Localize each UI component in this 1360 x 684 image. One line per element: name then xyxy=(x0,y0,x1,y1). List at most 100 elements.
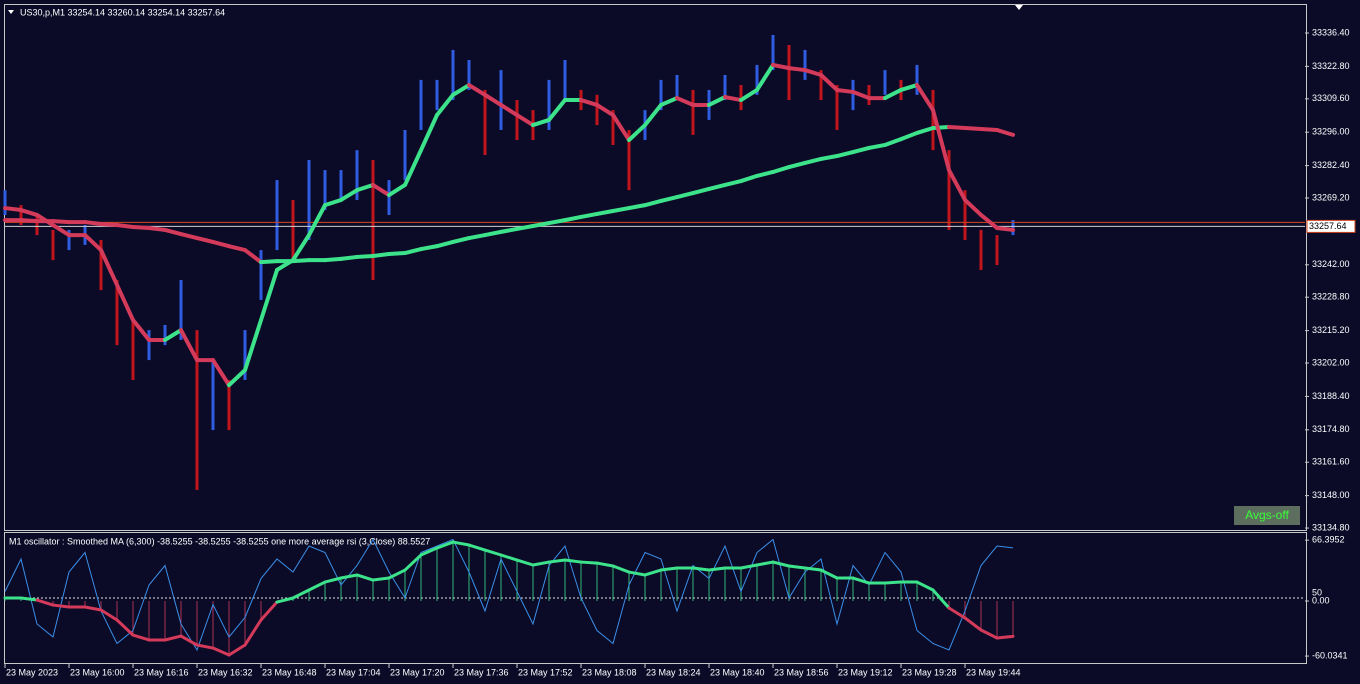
button-face[interactable] xyxy=(1234,506,1300,525)
smoothed-ma-segment xyxy=(819,568,839,580)
candle xyxy=(867,85,871,105)
candle xyxy=(787,45,791,101)
slow-ma-segment xyxy=(387,251,407,256)
smoothed-ma-segment xyxy=(435,540,455,550)
candle xyxy=(931,89,935,151)
x-tick-label: 23 May 17:52 xyxy=(518,667,573,677)
slow-ma-segment xyxy=(755,169,775,178)
slow-ma-segment xyxy=(867,142,887,150)
fast-ma-segment xyxy=(659,96,679,107)
slow-ma-segment xyxy=(163,227,183,237)
smoothed-ma-segment xyxy=(83,605,103,612)
y-tick-label: 33215.20 xyxy=(1312,325,1350,335)
fast-ma-segment xyxy=(931,108,951,173)
fast-ma-segment xyxy=(307,203,327,238)
x-tick-label: 23 May 16:16 xyxy=(134,667,189,677)
candle xyxy=(3,190,7,215)
y-tick-label: 33202.00 xyxy=(1312,357,1350,367)
slow-ma-segment xyxy=(483,229,503,238)
smoothed-ma-segment xyxy=(659,566,679,572)
smoothed-ma-segment xyxy=(323,576,343,584)
fast-ma-segment xyxy=(179,328,199,363)
smoothed-ma-segment xyxy=(755,560,775,567)
smoothed-ma-segment xyxy=(419,546,439,557)
x-tick-label: 23 May 18:24 xyxy=(646,667,701,677)
button-label[interactable]: Avgs-off xyxy=(1245,508,1289,522)
slow-ma-segment xyxy=(419,244,439,252)
fast-ma-segment xyxy=(595,102,615,118)
slow-ma-segment xyxy=(627,203,647,211)
candle xyxy=(1011,220,1015,236)
candle xyxy=(835,85,839,130)
candle xyxy=(467,60,471,90)
menu-arrow[interactable] xyxy=(8,10,14,14)
y-tick-label: 33269.20 xyxy=(1312,192,1350,202)
smoothed-ma-segment xyxy=(707,566,727,572)
candle xyxy=(131,320,135,380)
smoothed-ma-segment xyxy=(339,573,359,580)
x-tick-label: 23 May 18:40 xyxy=(710,667,765,677)
smoothed-ma-segment xyxy=(115,618,135,637)
candle xyxy=(291,199,295,261)
candle xyxy=(339,170,343,200)
smoothed-ma-segment xyxy=(291,588,311,600)
smoothed-ma-segment xyxy=(851,576,871,585)
candle xyxy=(771,34,775,71)
smoothed-ma-segment xyxy=(883,580,903,585)
candle xyxy=(675,74,679,101)
smoothed-ma-segment xyxy=(275,596,295,604)
y-tick-label: 33188.40 xyxy=(1312,391,1350,401)
fast-ma-segment xyxy=(499,102,519,118)
fast-ma-segment xyxy=(707,95,727,107)
fast-ma-segment xyxy=(35,212,55,228)
slow-ma-segment xyxy=(499,226,519,234)
fast-ma-segment xyxy=(643,102,663,128)
slow-ma-segment xyxy=(739,173,759,184)
slow-ma-segment xyxy=(563,214,583,223)
slow-ma-segment xyxy=(819,154,839,161)
slow-ma-segment xyxy=(531,221,551,229)
slow-ma-segment xyxy=(675,191,695,200)
slow-ma-segment xyxy=(595,209,615,216)
smoothed-ma-segment xyxy=(643,568,663,577)
fast-ma-segment xyxy=(387,182,407,198)
candle xyxy=(195,330,199,490)
smoothed-ma-segment xyxy=(595,561,615,568)
smoothed-ma-segment xyxy=(51,603,71,609)
slow-ma-segment xyxy=(707,182,727,191)
y-tick-label: 33296.00 xyxy=(1312,127,1350,137)
x-tick-label: 23 May 17:20 xyxy=(390,667,445,677)
oscillator-panel xyxy=(4,532,1307,664)
fast-ma-segment xyxy=(883,87,903,101)
candle xyxy=(387,180,391,215)
fast-ma-segment xyxy=(403,148,423,187)
candle xyxy=(355,150,359,200)
slow-ma-segment xyxy=(355,253,375,259)
slow-ma-segment xyxy=(179,232,199,241)
fast-ma-segment xyxy=(819,72,839,92)
candle xyxy=(547,79,551,130)
slow-ma-segment xyxy=(115,223,135,229)
slow-ma-segment xyxy=(243,248,263,265)
candle xyxy=(435,79,439,111)
candle xyxy=(19,205,23,226)
x-tick-label: 23 May 2023 xyxy=(6,667,58,677)
fast-ma-segment xyxy=(803,68,823,77)
candle xyxy=(739,85,743,111)
avgs-button[interactable]: Avgs-off xyxy=(1234,506,1300,525)
x-tick-label: 23 May 19:28 xyxy=(902,667,957,677)
fast-ma-segment xyxy=(419,113,439,153)
smoothed-ma-segment xyxy=(99,608,119,622)
smoothed-ma-segment xyxy=(259,600,279,622)
fast-ma-segment xyxy=(371,182,391,198)
candle xyxy=(243,330,247,380)
fast-ma-segment xyxy=(835,87,855,94)
smoothed-ma-segment xyxy=(995,634,1015,640)
candle xyxy=(115,280,119,346)
candle xyxy=(611,110,615,145)
fast-ma-segment xyxy=(339,188,359,202)
fast-ma-segment xyxy=(323,197,343,208)
fast-ma-segment xyxy=(947,168,967,202)
shift-marker xyxy=(1015,5,1023,10)
